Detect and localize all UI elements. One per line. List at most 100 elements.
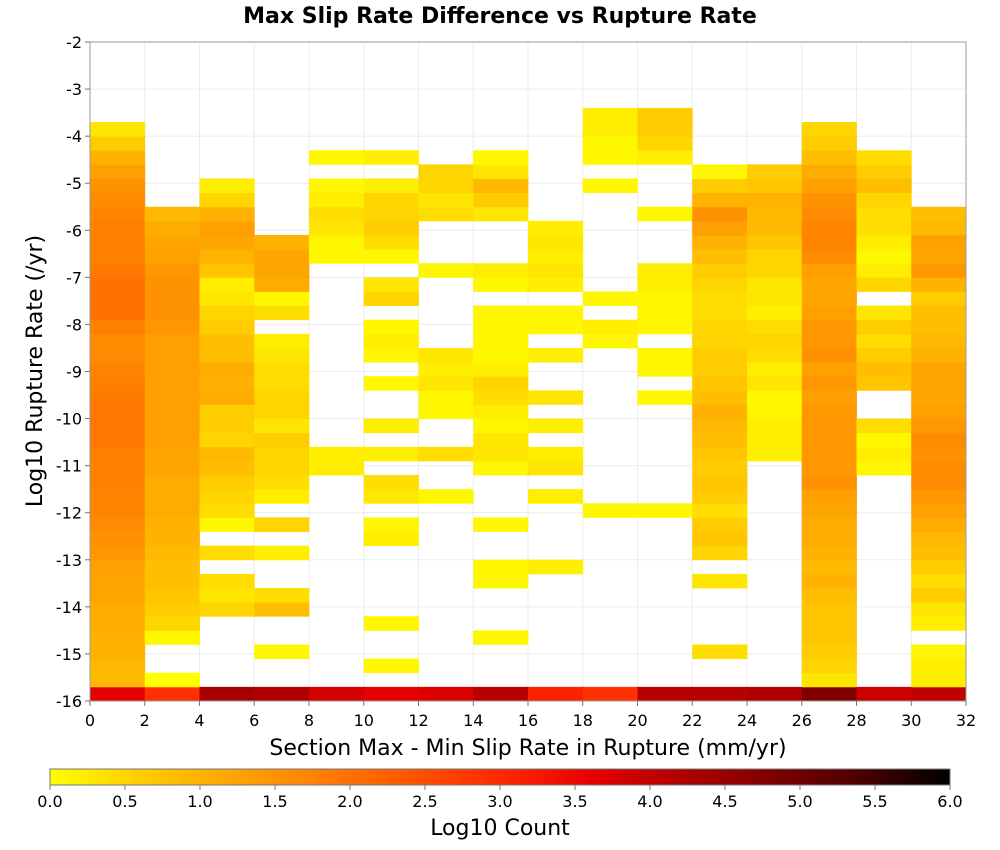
heatmap-cell — [473, 376, 529, 391]
heatmap-cell — [90, 545, 146, 561]
heatmap-cell — [144, 531, 200, 547]
heatmap-cell — [692, 305, 748, 321]
heatmap-cell — [363, 376, 419, 391]
heatmap-cell — [363, 249, 419, 264]
heatmap-cell — [473, 390, 529, 405]
heatmap-cell — [747, 178, 803, 194]
heatmap-cell — [582, 333, 638, 349]
heatmap-cell — [801, 616, 857, 631]
heatmap-cell — [473, 164, 529, 179]
heatmap-cell — [801, 630, 857, 645]
heatmap-cell — [254, 347, 310, 363]
heatmap-cell — [911, 573, 967, 589]
heatmap-cell — [911, 347, 967, 363]
heatmap-cell — [473, 404, 529, 419]
colorbar-tick-label: 2.5 — [412, 792, 437, 811]
heatmap-cell — [747, 263, 803, 278]
heatmap-cell — [199, 291, 255, 306]
heatmap-cell — [309, 220, 365, 236]
heatmap-cell — [90, 249, 146, 264]
heatmap-cell — [473, 319, 529, 335]
heatmap-cell — [363, 206, 419, 222]
heatmap-cell — [418, 347, 474, 363]
heatmap-cell — [856, 249, 912, 264]
heatmap-cell — [637, 136, 693, 151]
heatmap-cell — [473, 517, 529, 532]
heatmap-cell — [637, 107, 693, 123]
x-tick-label: 28 — [846, 711, 866, 730]
heatmap-cell — [801, 263, 857, 278]
heatmap-cell — [801, 362, 857, 377]
heatmap-cell — [582, 150, 638, 165]
heatmap-cell — [692, 489, 748, 504]
heatmap-cell — [637, 122, 693, 137]
heatmap-cell — [528, 319, 584, 335]
heatmap-cell — [911, 475, 967, 490]
heatmap-cell — [692, 192, 748, 208]
heatmap-cell — [199, 277, 255, 292]
colorbar-tick-label: 2.0 — [337, 792, 362, 811]
heatmap-cell — [363, 475, 419, 490]
heatmap-cell — [199, 503, 255, 518]
heatmap-cell — [90, 192, 146, 208]
heatmap-cell — [90, 263, 146, 278]
y-axis-ticks: -2 -3 -4 -5 -6 -7 -8 -9 -10 -11 -12 -13 -14 -15 -16 — [56, 33, 90, 711]
heatmap-cell — [692, 249, 748, 264]
heatmap-cell — [747, 418, 803, 434]
heatmap-cell — [856, 686, 912, 702]
heatmap-cell — [144, 347, 200, 363]
heatmap-cell — [528, 220, 584, 236]
heatmap-cell — [144, 686, 200, 702]
heatmap-cell — [637, 319, 693, 335]
heatmap-cell — [144, 263, 200, 278]
heatmap-cell — [90, 418, 146, 434]
heatmap-cell — [90, 333, 146, 349]
heatmap-cell — [254, 376, 310, 391]
heatmap-cell — [911, 362, 967, 377]
heatmap-cell — [692, 220, 748, 236]
heatmap-cell — [911, 644, 967, 660]
heatmap-cell — [911, 602, 967, 617]
heatmap-cell — [801, 347, 857, 363]
y-tick-label: -2 — [66, 33, 82, 52]
heatmap-cell — [144, 545, 200, 561]
heatmap-cell — [747, 347, 803, 363]
heatmap-cell — [254, 291, 310, 306]
heatmap-cell — [473, 418, 529, 434]
colorbar-tick-label: 4.5 — [712, 792, 737, 811]
heatmap-cell — [90, 178, 146, 194]
heatmap-cell — [692, 545, 748, 561]
heatmap-cell — [801, 475, 857, 490]
heatmap-cell — [801, 489, 857, 504]
heatmap-cell — [90, 291, 146, 306]
x-tick-label: 4 — [194, 711, 204, 730]
heatmap-cell — [911, 390, 967, 405]
heatmap-cell — [692, 362, 748, 377]
heatmap-cell — [637, 305, 693, 321]
heatmap-cell — [473, 178, 529, 194]
heatmap-cell — [692, 573, 748, 589]
colorbar-tick-label: 0.5 — [112, 792, 137, 811]
heatmap-cell — [473, 150, 529, 165]
heatmap-cell — [911, 672, 967, 688]
colorbar-tick-label: 3.0 — [487, 792, 512, 811]
heatmap-cell — [144, 234, 200, 250]
heatmap-cell — [254, 475, 310, 490]
heatmap-cell — [90, 376, 146, 391]
heatmap-cell — [747, 305, 803, 321]
heatmap-cell — [418, 446, 474, 462]
heatmap-cell — [911, 404, 967, 419]
x-tick-label: 22 — [682, 711, 702, 730]
heatmap-cell — [254, 249, 310, 264]
heatmap-cell — [363, 150, 419, 165]
heatmap-cell — [692, 531, 748, 547]
heatmap-cell — [473, 263, 529, 278]
heatmap-cell — [199, 319, 255, 335]
heatmap-cell — [911, 531, 967, 547]
heatmap-cell — [144, 672, 200, 688]
heatmap-cell — [90, 460, 146, 476]
heatmap-cell — [856, 432, 912, 448]
heatmap-cell — [473, 347, 529, 363]
heatmap-cell — [582, 503, 638, 518]
heatmap-cell — [801, 418, 857, 434]
